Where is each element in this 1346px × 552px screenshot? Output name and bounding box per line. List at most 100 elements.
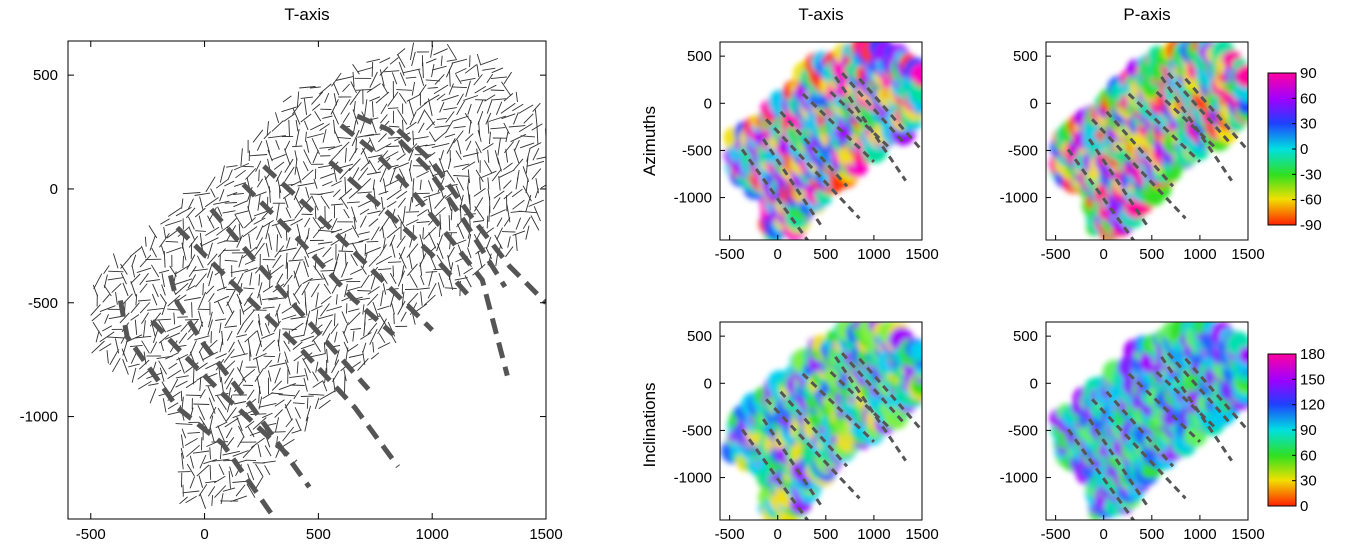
orientation-segment — [378, 190, 389, 195]
orientation-segment — [409, 273, 418, 288]
orientation-segment — [250, 437, 265, 448]
orientation-segment — [217, 248, 226, 258]
orientation-segment — [290, 384, 305, 386]
orientation-segment — [236, 293, 243, 305]
orientation-segment — [402, 119, 404, 132]
orientation-segment — [444, 133, 456, 138]
orientation-segment — [185, 495, 197, 504]
left-ticks: -500 0 500 1000 1500 500 0 -500 -1000 — [20, 41, 563, 543]
orientation-segment — [236, 367, 247, 383]
orientation-segment — [130, 280, 137, 297]
orientation-segment — [178, 357, 185, 374]
orientation-segment — [291, 145, 303, 148]
orientation-segment — [296, 361, 299, 374]
orientation-segment — [397, 109, 408, 125]
orientation-segment — [211, 495, 214, 506]
orientation-segment — [303, 149, 312, 164]
orientation-segment — [292, 244, 303, 260]
orientation-segment — [456, 223, 465, 239]
orientation-segment — [473, 188, 486, 197]
orientation-segment — [317, 229, 336, 233]
orientation-segment — [353, 216, 356, 230]
orientation-segment — [358, 231, 370, 235]
orientation-segment — [322, 380, 328, 392]
orientation-segment — [290, 218, 303, 226]
orientation-segment — [283, 113, 295, 122]
orientation-segment — [227, 169, 233, 180]
orientation-segment — [382, 178, 387, 194]
orientation-segment — [235, 484, 246, 497]
orientation-segment — [150, 341, 158, 354]
orientation-segment — [367, 210, 381, 215]
orientation-segment — [430, 45, 434, 58]
orientation-segment — [213, 475, 226, 484]
orientation-segment — [504, 141, 515, 154]
inclinations-ylabel: Inclinations — [640, 382, 659, 467]
orientation-segment — [396, 235, 406, 249]
orientation-segment — [409, 237, 413, 248]
orientation-segment — [498, 169, 515, 179]
orientation-segment — [384, 70, 400, 73]
orientation-segment — [264, 359, 273, 370]
orientation-segment — [444, 287, 457, 289]
orientation-segment — [169, 265, 177, 277]
orientation-segment — [249, 154, 268, 157]
orientation-segment — [205, 226, 220, 236]
orientation-segment — [512, 103, 524, 112]
mini-fault-trace — [801, 372, 875, 443]
orientation-segment — [176, 354, 189, 361]
mini-fault-trace — [801, 92, 875, 163]
orientation-segment — [401, 265, 405, 279]
orientation-segment — [408, 148, 414, 162]
mini-fault-trace — [1160, 356, 1233, 462]
orientation-segment — [265, 243, 270, 258]
orientation-segment — [332, 189, 341, 198]
orientation-segment — [152, 329, 159, 344]
orientation-segment — [271, 380, 283, 391]
orientation-segment — [371, 101, 374, 118]
orientation-segment — [319, 390, 336, 400]
orientation-segment — [342, 83, 350, 93]
orientation-segment — [283, 274, 293, 288]
fault-trace — [175, 225, 401, 469]
orientation-segment — [399, 246, 406, 260]
orientation-segment — [219, 322, 222, 333]
orientation-segment — [331, 110, 340, 125]
orientation-segment — [253, 217, 266, 225]
orientation-segment — [213, 200, 230, 205]
orientation-segment — [387, 91, 399, 107]
orientation-segment — [487, 177, 490, 190]
orientation-segment — [198, 483, 208, 497]
orientation-segment — [506, 204, 511, 223]
orientation-segment — [343, 341, 349, 352]
orientation-segment — [120, 263, 128, 275]
mini-fault-trace — [779, 110, 849, 188]
orientation-segment — [308, 393, 325, 396]
orientation-segment — [284, 351, 289, 364]
orientation-segment — [137, 370, 149, 380]
orientation-segment — [490, 76, 508, 80]
orientation-segment — [300, 96, 313, 99]
mini-fault-trace — [765, 118, 861, 220]
orientation-segment — [141, 312, 149, 324]
mini-fault-traces — [1066, 352, 1248, 520]
y-tick-label: -500 — [682, 142, 712, 159]
orientation-segment — [474, 197, 484, 212]
orientation-segment — [476, 64, 480, 78]
orientation-segment — [103, 285, 112, 297]
orientation-segment — [243, 287, 255, 290]
orientation-segment — [367, 322, 378, 335]
x-tick-label: 500 — [1139, 246, 1164, 263]
orientation-segment — [387, 136, 400, 139]
orientation-segment — [377, 342, 391, 350]
orientation-segment — [518, 104, 534, 114]
orientation-segment — [385, 151, 399, 159]
fault-trace — [356, 113, 508, 289]
mini-fault-traces — [740, 352, 922, 520]
orientation-segment — [284, 166, 295, 183]
orientation-segment — [481, 58, 499, 66]
orientation-segment — [443, 107, 457, 111]
orientation-segment — [271, 120, 284, 132]
orientation-segment — [224, 368, 235, 384]
orientation-segment — [305, 131, 307, 142]
